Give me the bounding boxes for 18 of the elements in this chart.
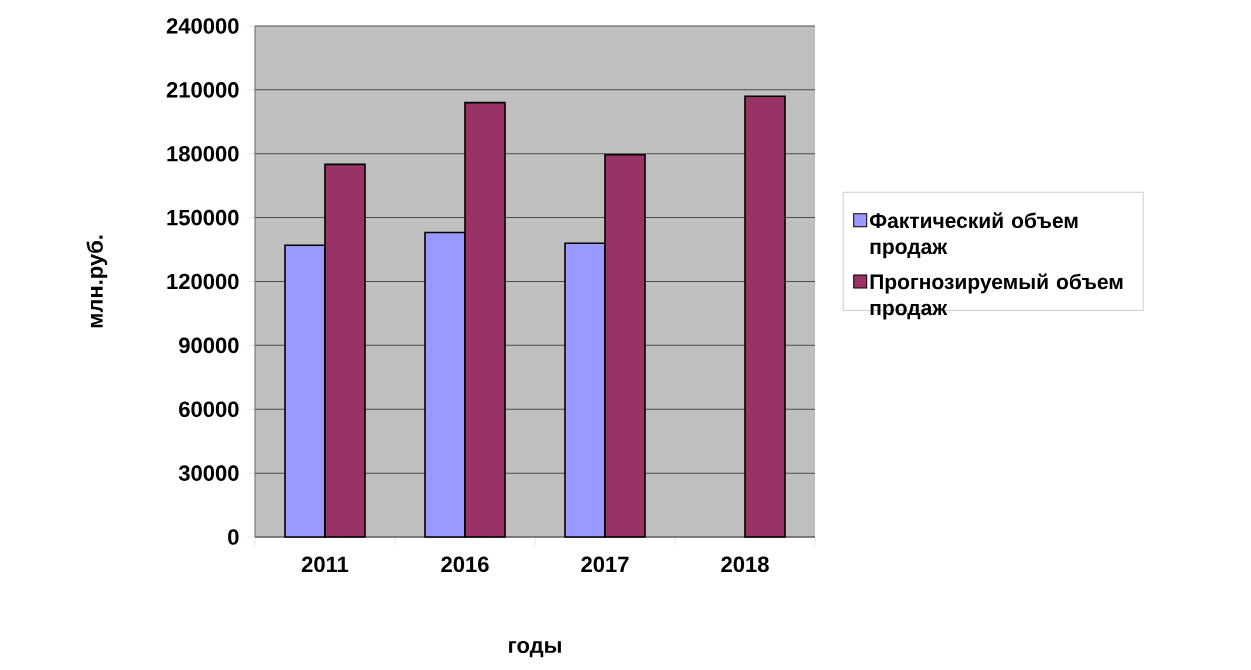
- y-axis-title: млн.руб.: [86, 235, 108, 328]
- legend-label: Прогнозируемый объем продаж: [870, 273, 1123, 320]
- y-tick-label: 90000: [179, 337, 239, 354]
- y-tick-label: 0: [228, 529, 239, 545]
- y-tick-label: 30000: [178, 465, 239, 481]
- bar: [744, 95, 786, 538]
- y-tick-label: 210000: [166, 82, 239, 98]
- y-tick-label: 150000: [167, 209, 239, 226]
- x-tick-label: 2011: [301, 556, 349, 573]
- legend-label: Фактический объем продаж: [869, 212, 1078, 259]
- x-axis-title: годы: [509, 640, 561, 658]
- x-tick-label: 2016: [441, 556, 489, 573]
- y-tick-label: 60000: [179, 401, 239, 418]
- y-tick-label: 120000: [167, 273, 239, 290]
- y-tick-label: 240000: [166, 18, 239, 34]
- x-tick-label: 2017: [581, 556, 629, 573]
- x-tick-label: 2018: [721, 556, 769, 573]
- y-tick-label: 180000: [167, 145, 239, 162]
